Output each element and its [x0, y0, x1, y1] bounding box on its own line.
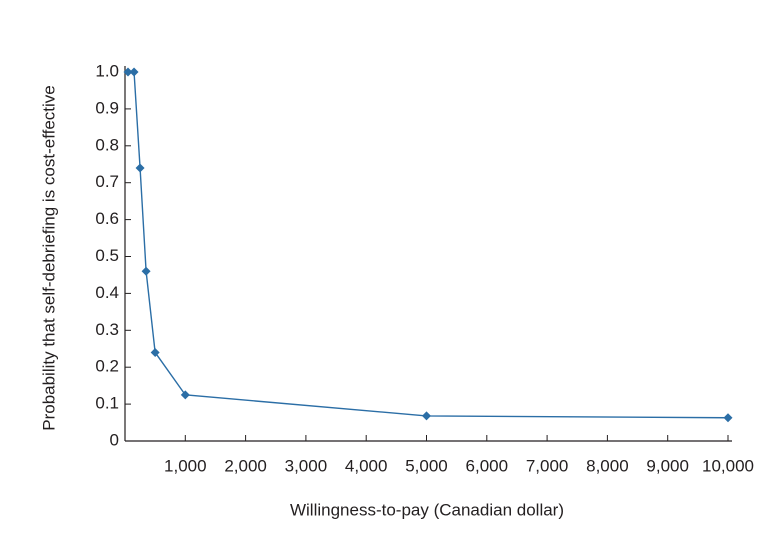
y-axis-label: Probability that self-debriefing is cost… — [39, 85, 58, 431]
y-tick-label: 1.0 — [95, 61, 119, 80]
x-axis-label: Willingness-to-pay (Canadian dollar) — [290, 500, 564, 519]
marker — [723, 413, 733, 423]
y-tick-label: 0.4 — [95, 283, 119, 302]
y-tick-label: 0.9 — [95, 98, 119, 117]
y-tick-label: 0.8 — [95, 135, 119, 154]
marker — [135, 163, 145, 173]
x-tick-label: 6,000 — [466, 456, 509, 475]
x-tick-label: 5,000 — [405, 456, 448, 475]
y-tick-label: 0.7 — [95, 172, 119, 191]
marker — [123, 67, 133, 77]
x-tick-label: 9,000 — [646, 456, 689, 475]
x-tick-label: 10,000 — [702, 456, 754, 475]
x-tick-label: 3,000 — [285, 456, 328, 475]
marker — [150, 347, 160, 357]
x-tick-label: 4,000 — [345, 456, 388, 475]
marker — [129, 67, 139, 77]
marker — [422, 411, 431, 421]
x-tick-label: 1,000 — [164, 456, 207, 475]
x-tick-label: 8,000 — [586, 456, 629, 475]
marker — [180, 390, 190, 400]
line — [128, 71, 729, 419]
y-tick-label: 0.3 — [95, 320, 119, 339]
x-tick-label: 2,000 — [224, 456, 267, 475]
y-tick-label: 0.1 — [95, 394, 119, 413]
y-tick-label: 0.6 — [95, 209, 119, 228]
y-tick-label: 0.2 — [95, 357, 119, 376]
y-tick-label: 0 — [110, 430, 119, 449]
y-tick-label: 0.5 — [95, 246, 119, 265]
x-tick-label: 7,000 — [526, 456, 569, 475]
marker — [141, 266, 151, 276]
